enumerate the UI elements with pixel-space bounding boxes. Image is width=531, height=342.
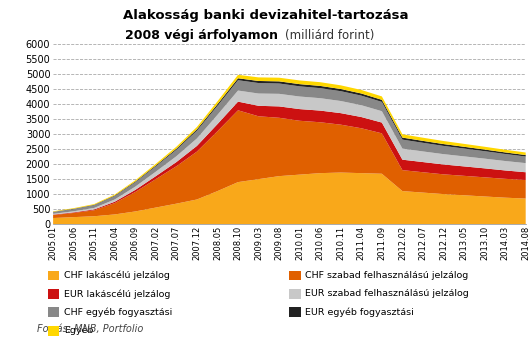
Text: Forrás: MNB, Portfolio: Forrás: MNB, Portfolio (37, 325, 143, 334)
Text: CHF egyéb fogyasztási: CHF egyéb fogyasztási (64, 307, 172, 317)
Text: EUR szabad felhasználású jelzálog: EUR szabad felhasználású jelzálog (305, 289, 469, 298)
Text: EUR lakáscélú jelzálog: EUR lakáscélú jelzálog (64, 289, 170, 299)
Text: (milliárd forint): (milliárd forint) (285, 29, 374, 42)
Text: EUR egyéb fogyasztási: EUR egyéb fogyasztási (305, 307, 414, 317)
Text: Egyéb: Egyéb (64, 326, 93, 336)
Text: CHF lakáscélú jelzálog: CHF lakáscélú jelzálog (64, 271, 169, 280)
Text: Alakosság banki devizahitel-tartozása: Alakosság banki devizahitel-tartozása (123, 9, 408, 22)
Text: 2008 végi árfolyamon: 2008 végi árfolyamon (125, 29, 278, 42)
Text: CHF szabad felhasználású jelzálog: CHF szabad felhasználású jelzálog (305, 271, 468, 280)
